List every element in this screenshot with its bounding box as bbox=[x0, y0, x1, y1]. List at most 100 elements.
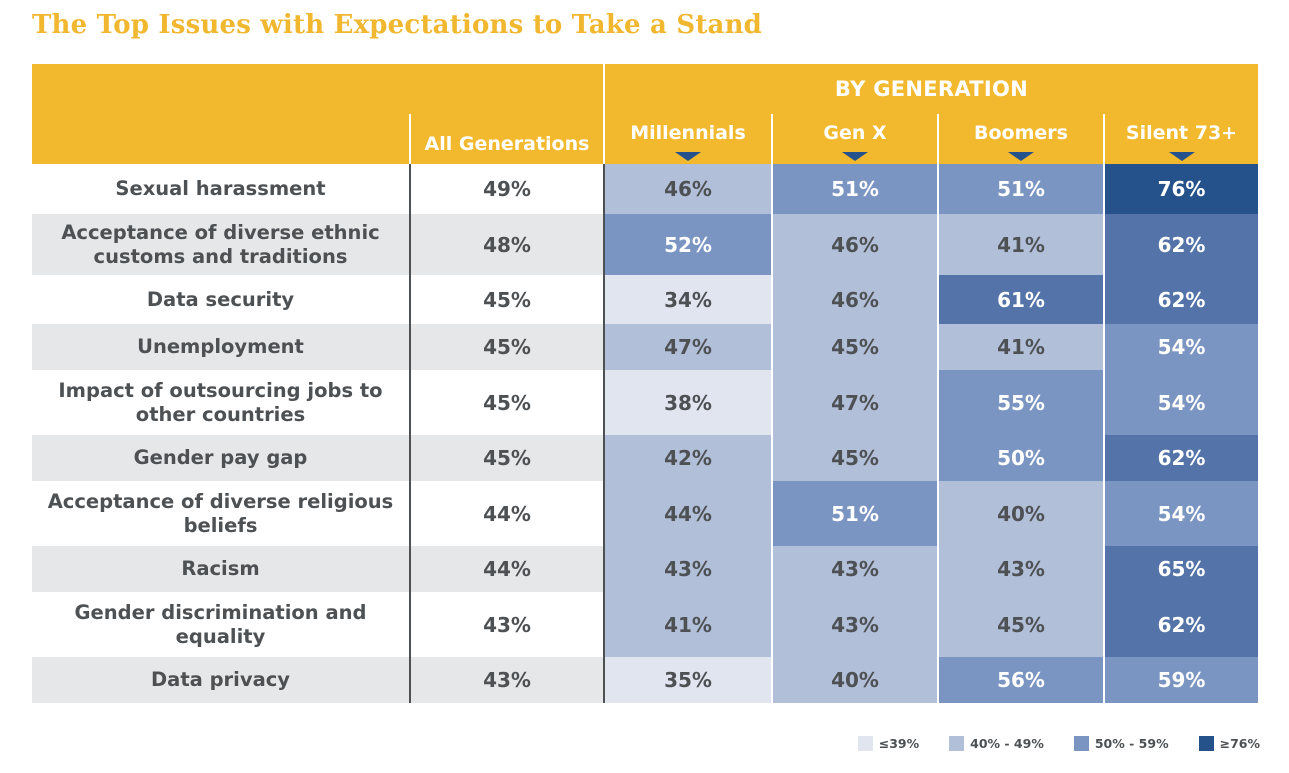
table-row: Acceptance of diverse ethnic customs and… bbox=[32, 214, 1258, 275]
issue-label: Data privacy bbox=[32, 657, 411, 703]
all-generations-header: All Generations bbox=[409, 114, 605, 164]
arrow-down-icon bbox=[1168, 152, 1195, 161]
all-generations-value: 44% bbox=[410, 546, 605, 592]
all-generations-value: 44% bbox=[410, 481, 605, 546]
issue-label: Sexual harassment bbox=[32, 164, 411, 214]
all-generations-value: 49% bbox=[410, 164, 605, 214]
issue-header bbox=[32, 114, 410, 164]
boomers-value: 43% bbox=[937, 546, 1104, 592]
issue-label: Impact of outsourcing jobs to other coun… bbox=[32, 370, 411, 435]
issue-label: Data security bbox=[32, 275, 411, 324]
arrow-down-icon bbox=[675, 152, 701, 161]
all-generations-value: 45% bbox=[410, 370, 605, 435]
boomers-header: Boomers bbox=[937, 114, 1104, 164]
silent-value: 62% bbox=[1103, 275, 1258, 324]
chart-title: The Top Issues with Expectations to Take… bbox=[32, 10, 763, 40]
table-row: Racism 44% 43% 43% 43% 65% bbox=[32, 546, 1258, 592]
genx-value: 40% bbox=[771, 657, 938, 703]
boomers-value: 55% bbox=[937, 370, 1104, 435]
legend-label: 50% - 59% bbox=[1094, 736, 1169, 751]
legend: ≤39% 40% - 49% 50% - 59% ≥76% bbox=[857, 736, 1260, 751]
issue-label: Racism bbox=[32, 546, 411, 592]
genx-value: 43% bbox=[771, 546, 938, 592]
issue-label: Acceptance of diverse ethnic customs and… bbox=[32, 214, 411, 275]
silent-value: 54% bbox=[1103, 370, 1258, 435]
silent-value: 62% bbox=[1103, 214, 1258, 275]
millennials-value: 34% bbox=[603, 275, 772, 324]
millennials-value: 38% bbox=[603, 370, 772, 435]
issues-table: BY GENERATION All Generations Millennial… bbox=[32, 64, 1258, 703]
genx-value: 47% bbox=[771, 370, 938, 435]
genx-value: 45% bbox=[771, 435, 938, 481]
boomers-value: 50% bbox=[937, 435, 1104, 481]
issue-label: Unemployment bbox=[32, 324, 411, 370]
silent-value: 54% bbox=[1103, 481, 1258, 546]
issue-label: Gender pay gap bbox=[32, 435, 411, 481]
all-generations-value: 45% bbox=[410, 324, 605, 370]
boomers-value: 41% bbox=[937, 214, 1104, 275]
by-generation-header: BY GENERATION bbox=[603, 64, 1258, 114]
header-row-top: BY GENERATION bbox=[32, 64, 1258, 114]
silent-value: 59% bbox=[1103, 657, 1258, 703]
all-generations-value: 45% bbox=[410, 275, 605, 324]
legend-swatch bbox=[949, 736, 965, 751]
genx-value: 51% bbox=[771, 481, 938, 546]
header-row-bottom: All Generations Millennials Gen X Boomer… bbox=[32, 114, 1258, 164]
legend-swatch bbox=[1073, 736, 1089, 751]
table-row: Sexual harassment 49% 46% 51% 51% 76% bbox=[32, 164, 1258, 214]
boomers-value: 51% bbox=[937, 164, 1104, 214]
legend-swatch bbox=[1198, 736, 1214, 751]
boomers-label: Boomers bbox=[974, 122, 1068, 144]
boomers-value: 56% bbox=[937, 657, 1104, 703]
genx-value: 51% bbox=[771, 164, 938, 214]
issue-label: Acceptance of diverse religious beliefs bbox=[32, 481, 411, 546]
genx-label: Gen X bbox=[823, 122, 887, 144]
table-row: Gender discrimination and equality 43% 41%… bbox=[32, 592, 1258, 657]
table-row: Data security 45% 34% 46% 61% 62% bbox=[32, 275, 1258, 324]
genx-value: 45% bbox=[771, 324, 938, 370]
header-blank bbox=[32, 64, 605, 114]
silent-value: 65% bbox=[1103, 546, 1258, 592]
boomers-value: 61% bbox=[937, 275, 1104, 324]
table-row: Gender pay gap 45% 42% 45% 50% 62% bbox=[32, 435, 1258, 481]
millennials-value: 52% bbox=[603, 214, 772, 275]
millennials-value: 47% bbox=[603, 324, 772, 370]
all-generations-value: 45% bbox=[410, 435, 605, 481]
legend-item: 40% - 49% bbox=[949, 736, 1044, 751]
legend-item: 50% - 59% bbox=[1073, 736, 1169, 751]
legend-label: ≥76% bbox=[1219, 736, 1260, 751]
genx-header: Gen X bbox=[771, 114, 938, 164]
legend-item: ≥76% bbox=[1198, 736, 1260, 751]
silent-value: 62% bbox=[1103, 592, 1258, 657]
genx-value: 43% bbox=[771, 592, 938, 657]
silent-value: 62% bbox=[1103, 435, 1258, 481]
table-row: Data privacy 43% 35% 40% 56% 59% bbox=[32, 657, 1258, 703]
millennials-header: Millennials bbox=[603, 114, 772, 164]
silent-label: Silent 73+ bbox=[1125, 122, 1238, 144]
millennials-value: 44% bbox=[603, 481, 772, 546]
table-row: Impact of outsourcing jobs to other coun… bbox=[32, 370, 1258, 435]
silent-header: Silent 73+ bbox=[1103, 114, 1258, 164]
silent-value: 76% bbox=[1103, 164, 1258, 214]
all-generations-value: 43% bbox=[410, 592, 605, 657]
boomers-value: 40% bbox=[937, 481, 1104, 546]
all-generations-value: 43% bbox=[410, 657, 605, 703]
millennials-value: 46% bbox=[603, 164, 772, 214]
table-row: Unemployment 45% 47% 45% 41% 54% bbox=[32, 324, 1258, 370]
legend-swatch bbox=[857, 736, 873, 751]
issue-label: Gender discrimination and equality bbox=[32, 592, 411, 657]
arrow-down-icon bbox=[1008, 152, 1034, 161]
legend-item: ≤39% bbox=[857, 736, 920, 751]
table-row: Acceptance of diverse religious beliefs 4… bbox=[32, 481, 1258, 546]
boomers-value: 45% bbox=[937, 592, 1104, 657]
table-body: Sexual harassment 49% 46% 51% 51% 76% Acceptan… bbox=[32, 164, 1258, 703]
boomers-value: 41% bbox=[937, 324, 1104, 370]
millennials-value: 41% bbox=[603, 592, 772, 657]
millennials-value: 42% bbox=[603, 435, 772, 481]
legend-label: ≤39% bbox=[878, 736, 920, 751]
millennials-value: 35% bbox=[603, 657, 772, 703]
genx-value: 46% bbox=[771, 214, 938, 275]
genx-value: 46% bbox=[771, 275, 938, 324]
millennials-value: 43% bbox=[603, 546, 772, 592]
legend-label: 40% - 49% bbox=[970, 736, 1044, 751]
